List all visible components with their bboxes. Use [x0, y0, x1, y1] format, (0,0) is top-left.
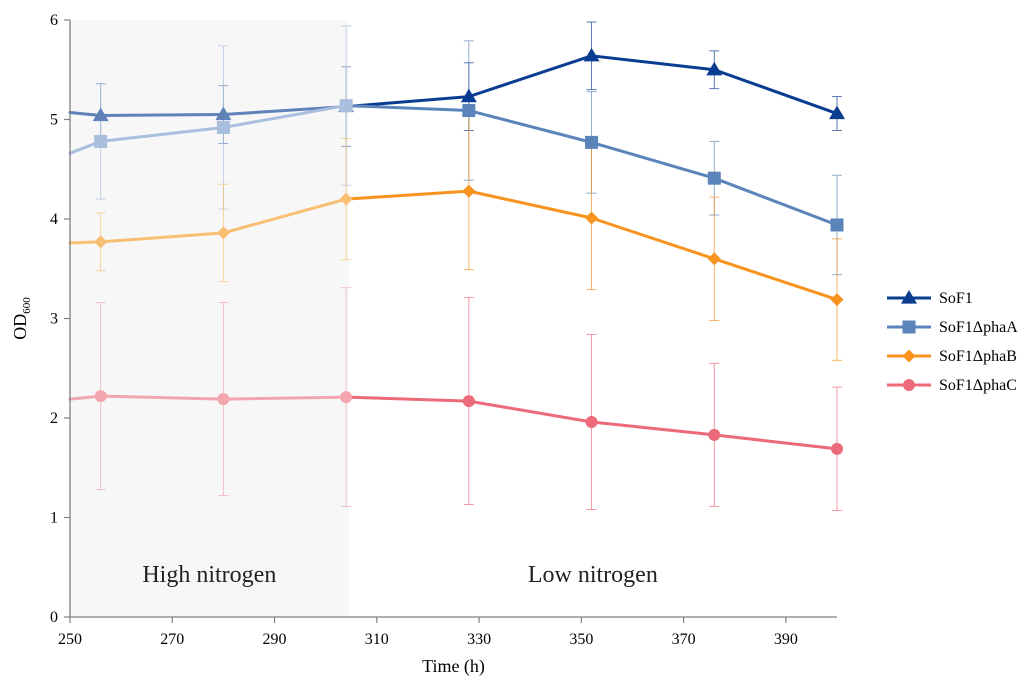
data-point-sof1delta-phac	[831, 442, 843, 455]
data-point-sof1	[92, 107, 109, 122]
x-tick-label: 270	[160, 631, 184, 648]
legend-item-sof1delta-phac: SoF1ΔphaC	[887, 377, 1017, 394]
data-point-sof1delta-phac	[708, 428, 721, 441]
data-point-sof1delta-phac	[585, 415, 598, 428]
data-point-sof1delta-phaa	[216, 120, 230, 134]
y-axis-title: OD600	[10, 297, 33, 340]
region-labels: High nitrogen Low nitrogen	[142, 562, 657, 588]
legend-label: SoF1ΔphaA	[939, 319, 1018, 336]
series-line-sof1delta-phab	[344, 189, 471, 201]
data-point-sof1delta-phac	[462, 395, 475, 408]
series-lines	[68, 54, 839, 451]
y-axis-title-subscript: 600	[21, 297, 33, 314]
axis-ticks: 0 1 2 3 4 5 6 250 270 290 310 330 350 370 390	[50, 12, 798, 648]
region-label-high-nitrogen: High nitrogen	[142, 562, 276, 588]
series-line-sof1delta-phab	[467, 189, 594, 220]
series-line-sof1delta-phac	[467, 399, 594, 424]
series-line-sof1delta-phaa	[712, 176, 839, 227]
series-markers	[92, 47, 845, 455]
region-high-nitrogen	[70, 20, 349, 617]
y-tick-label: 6	[50, 12, 58, 29]
data-point-sof1delta-phab	[585, 211, 599, 225]
series-line-sof1delta-phaa	[590, 140, 716, 180]
series-line-sof1delta-phac	[590, 420, 716, 437]
data-point-sof1delta-phaa	[339, 99, 353, 113]
series-line-sof1	[590, 54, 716, 72]
data-point-sof1delta-phac	[217, 393, 230, 406]
data-point-sof1delta-phaa	[830, 218, 844, 232]
series-line-sof1delta-phaa	[467, 109, 594, 144]
series-line-sof1delta-phab	[99, 231, 225, 244]
data-point-sof1delta-phab	[94, 235, 108, 249]
data-point-sof1	[460, 88, 477, 103]
data-point-sof1delta-phac	[94, 390, 107, 403]
x-tick-label: 290	[263, 631, 287, 648]
x-tick-label: 370	[672, 631, 696, 648]
x-tick-label: 310	[365, 631, 389, 648]
y-tick-label: 4	[50, 211, 58, 228]
legend-swatch-marker	[901, 290, 917, 304]
series-line-sof1	[68, 111, 103, 118]
series-line-sof1delta-phaa	[99, 125, 225, 143]
data-point-sof1delta-phaa	[462, 104, 476, 118]
data-point-sof1delta-phaa	[707, 171, 721, 185]
region-low-nitrogen	[348, 20, 837, 617]
data-point-sof1	[706, 61, 723, 76]
legend-item-sof1: SoF1	[887, 290, 973, 307]
y-tick-label: 0	[50, 609, 58, 626]
data-point-sof1	[215, 106, 232, 121]
legend-label: SoF1	[939, 290, 973, 307]
legend-item-sof1delta-phaa: SoF1ΔphaA	[887, 319, 1018, 336]
y-axis-title-main: OD	[10, 314, 30, 340]
x-tick-label: 250	[58, 631, 82, 648]
x-tick-label: 390	[774, 631, 798, 648]
y-tick-label: 3	[50, 311, 58, 328]
data-point-sof1	[829, 105, 845, 120]
series-line-sof1delta-phac	[344, 395, 471, 403]
series-line-sof1	[99, 113, 225, 118]
data-point-sof1delta-phab	[216, 226, 230, 240]
series-line-sof1delta-phab	[221, 197, 348, 235]
phase-regions	[70, 20, 837, 617]
series-line-sof1delta-phac	[221, 395, 348, 401]
data-point-sof1delta-phac	[340, 391, 353, 404]
data-point-sof1delta-phab	[462, 184, 476, 198]
y-tick-label: 1	[50, 510, 58, 527]
y-tick-label: 2	[50, 410, 58, 427]
series-line-sof1delta-phac	[99, 394, 225, 401]
data-point-sof1delta-phab	[339, 192, 353, 206]
x-tick-label: 330	[467, 631, 491, 648]
x-axis-title: Time (h)	[422, 656, 485, 677]
data-point-sof1delta-phab	[707, 252, 721, 266]
series-line-sof1delta-phab	[590, 216, 716, 261]
series-line-sof1	[712, 68, 839, 116]
legend-label: SoF1ΔphaB	[939, 348, 1017, 365]
data-point-sof1delta-phab	[830, 293, 844, 307]
data-point-sof1delta-phaa	[585, 135, 599, 149]
legend-swatch-marker	[902, 320, 916, 334]
legend-item-sof1delta-phab: SoF1ΔphaB	[887, 348, 1017, 365]
series-line-sof1delta-phac	[712, 433, 839, 451]
data-point-sof1	[583, 47, 600, 62]
x-tick-label: 350	[569, 631, 593, 648]
series-line-sof1delta-phaa	[344, 104, 471, 113]
legend-swatch-marker	[903, 379, 915, 391]
series-line-sof1delta-phab	[712, 257, 839, 302]
series-line-sof1	[467, 54, 594, 99]
series-line-sof1delta-phaa	[221, 104, 348, 129]
legend: SoF1 SoF1ΔphaA SoF1ΔphaB SoF1ΔphaC	[887, 290, 1018, 394]
legend-label: SoF1ΔphaC	[939, 377, 1017, 394]
y-tick-label: 5	[50, 112, 58, 129]
legend-swatch-marker	[902, 349, 916, 363]
region-label-low-nitrogen: Low nitrogen	[528, 562, 658, 588]
data-point-sof1delta-phaa	[94, 134, 108, 148]
